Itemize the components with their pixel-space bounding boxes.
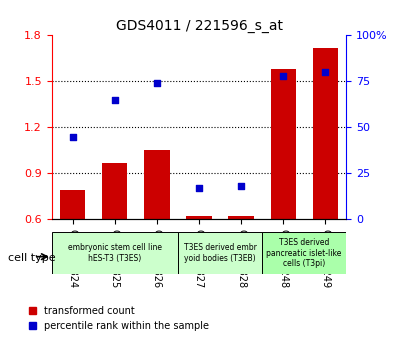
Point bbox=[196, 185, 202, 191]
Point bbox=[280, 73, 286, 79]
Bar bbox=[144, 150, 170, 219]
Bar bbox=[262, 232, 346, 274]
Text: T3ES derived
pancreatic islet-like
cells (T3pi): T3ES derived pancreatic islet-like cells… bbox=[267, 238, 342, 268]
Bar bbox=[312, 48, 338, 219]
Text: embryonic stem cell line
hES-T3 (T3ES): embryonic stem cell line hES-T3 (T3ES) bbox=[68, 244, 162, 263]
Bar bbox=[271, 69, 296, 219]
Point bbox=[70, 134, 76, 139]
Point bbox=[112, 97, 118, 103]
Point bbox=[154, 80, 160, 86]
Text: cell type: cell type bbox=[8, 253, 56, 263]
Bar bbox=[178, 232, 262, 274]
Legend: transformed count, percentile rank within the sample: transformed count, percentile rank withi… bbox=[25, 302, 213, 335]
Bar bbox=[102, 163, 127, 219]
Point bbox=[322, 69, 328, 75]
Text: T3ES derived embr
yoid bodies (T3EB): T3ES derived embr yoid bodies (T3EB) bbox=[183, 244, 256, 263]
Title: GDS4011 / 221596_s_at: GDS4011 / 221596_s_at bbox=[115, 19, 283, 33]
Bar bbox=[60, 190, 86, 219]
Point bbox=[238, 183, 244, 189]
Bar bbox=[186, 216, 212, 219]
Bar bbox=[52, 232, 178, 274]
Bar bbox=[228, 216, 254, 219]
